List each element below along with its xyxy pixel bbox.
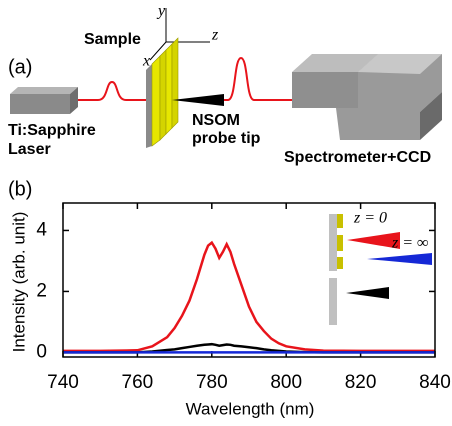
inset-stripe xyxy=(337,214,343,228)
spectrometer-front xyxy=(292,72,358,108)
spectrometer-label: Spectrometer+CCD xyxy=(284,149,431,166)
sample-stripe xyxy=(159,49,167,141)
panel-label: (b) xyxy=(8,178,32,200)
axis-label: x xyxy=(142,53,150,70)
legend-marker xyxy=(347,232,400,249)
legend-label: z = 0 xyxy=(353,210,387,227)
spectrometer-top xyxy=(358,54,442,74)
inset-substrate xyxy=(329,214,337,271)
probe-label: probe tip xyxy=(192,130,261,147)
laser-pulse xyxy=(78,80,148,101)
sample-substrate xyxy=(146,64,152,148)
laser-label: Ti:Sapphire xyxy=(8,122,96,139)
inset-stripe xyxy=(337,257,343,269)
x-tick-label: 760 xyxy=(122,372,154,393)
sample-label: Sample xyxy=(84,31,141,48)
legend-label: z = ∞ xyxy=(391,235,428,252)
sample-stripe xyxy=(151,55,161,147)
x-tick-label: 740 xyxy=(47,372,79,393)
inset-substrate xyxy=(329,278,337,325)
legend-marker xyxy=(346,287,389,299)
y-tick-label: 0 xyxy=(36,341,47,362)
panel-label: (a) xyxy=(8,56,32,78)
x-tick-label: 780 xyxy=(196,372,228,393)
spectrum-line xyxy=(63,240,435,353)
laser-top xyxy=(10,87,78,94)
y-axis-title: Intensity (arb. unit) xyxy=(9,212,28,353)
spectrometer-top xyxy=(292,54,378,72)
y-tick-label: 4 xyxy=(36,219,47,240)
laser-side xyxy=(70,87,78,114)
axis-label: y xyxy=(156,3,166,20)
probe-label: NSOM xyxy=(192,112,240,129)
axis-arrow xyxy=(149,41,167,61)
legend-marker xyxy=(367,253,432,265)
x-axis-title: Wavelength (nm) xyxy=(186,399,315,418)
sample-stripe xyxy=(165,43,173,135)
setup-diagram: (a) Ti:Sapphire Laser y z x Sample NSOM … xyxy=(8,3,442,166)
x-tick-label: 820 xyxy=(345,372,377,393)
plot-frame xyxy=(62,202,436,358)
axis-label: z xyxy=(211,27,219,44)
sample-stripe xyxy=(171,37,179,129)
y-tick-label: 2 xyxy=(36,280,47,301)
laser-body xyxy=(10,94,70,114)
output-pulse xyxy=(224,56,292,101)
inset-stripe xyxy=(337,235,343,251)
x-tick-label: 840 xyxy=(419,372,451,393)
x-tick-label: 800 xyxy=(270,372,302,393)
laser-label: Laser xyxy=(8,141,51,158)
spectrometer-body xyxy=(336,54,442,140)
probe-tip xyxy=(172,94,224,106)
spectrometer-side xyxy=(420,92,442,140)
spectrum-chart: (b) Wavelength (nm) Intensity (arb. unit… xyxy=(8,178,451,418)
